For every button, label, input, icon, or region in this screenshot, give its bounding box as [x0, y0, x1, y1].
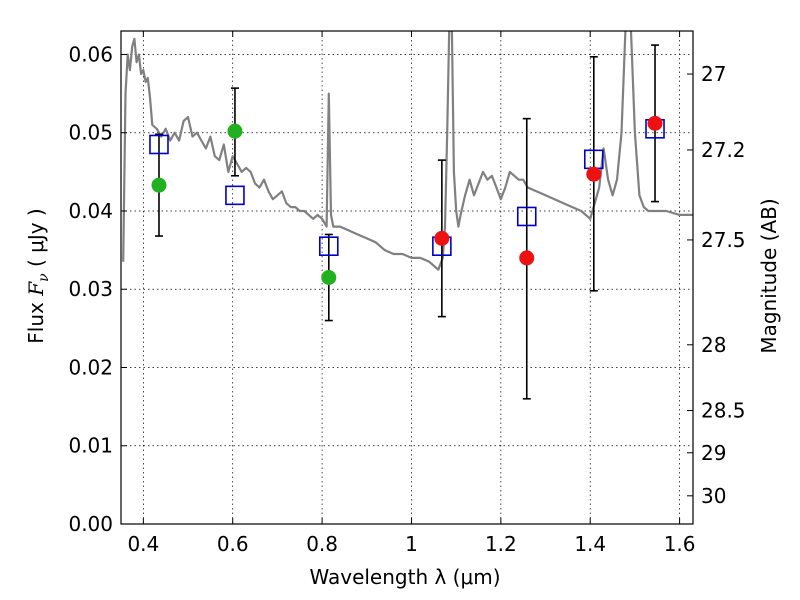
y-axis-label-symbol: F: [24, 281, 48, 297]
model-square-point: [149, 134, 169, 155]
x-tick-label: 1: [405, 532, 418, 556]
model-square-point: [318, 236, 339, 256]
right-tick-label: 30: [701, 484, 726, 508]
right-tick-label: 27: [701, 62, 726, 86]
x-tick-label: 1.4: [574, 532, 606, 556]
right-tick-label: 27.5: [701, 228, 746, 252]
model-spectrum-line: [122, 31, 693, 271]
plot-frame: [120, 30, 694, 525]
red-data-point: [586, 166, 602, 182]
red-data-point: [434, 230, 450, 246]
x-tick-label: 0.8: [306, 532, 338, 556]
green-data-point: [151, 177, 167, 193]
model-square-point: [225, 185, 245, 206]
y-axis-label-prefix: Flux: [24, 296, 48, 344]
y-tick-label: 0.06: [68, 42, 113, 66]
green-data-point: [227, 123, 243, 139]
model-photometry-squares: [149, 119, 665, 256]
model-square-point: [516, 206, 537, 227]
right-axis-label: Magnitude (AB): [757, 198, 781, 353]
x-axis-label: Wavelength λ (μm): [309, 565, 500, 589]
red-data-point: [647, 115, 663, 131]
right-tick-label: 27.2: [701, 138, 746, 162]
observed-photometry-points: [151, 115, 663, 285]
y-tick-label: 0.04: [68, 199, 113, 223]
grid-lines: [121, 31, 693, 525]
y-tick-label: 0.00: [68, 512, 113, 536]
y-tick-label: 0.03: [68, 277, 113, 301]
error-bars: [154, 44, 660, 400]
right-tick-label: 29: [701, 441, 726, 465]
y-tick-label: 0.02: [68, 355, 113, 379]
right-tick-label: 28: [701, 333, 726, 357]
red-data-point: [519, 250, 535, 266]
x-tick-label: 1.6: [664, 532, 696, 556]
x-tick-label: 0.6: [217, 532, 249, 556]
model-spectrum: [122, 31, 693, 271]
y-axis-label-unit: ( μJy ): [24, 208, 48, 273]
y-tick-label: 0.05: [68, 121, 113, 145]
right-tick-label: 28.5: [701, 399, 746, 423]
y-axis-label: Flux Fν ( μJy ): [24, 208, 52, 343]
y-axis-label-subscript: ν: [36, 273, 52, 282]
x-tick-label: 1.2: [485, 532, 517, 556]
x-tick-label: 0.4: [127, 532, 159, 556]
y-tick-label: 0.01: [68, 434, 113, 458]
green-data-point: [321, 270, 337, 285]
axis-ticks: 0.4 0.6 0.8 1 1.2 1.4 1.6 0.00 0.01 0.02 0.03 0.04 0…: [68, 31, 746, 556]
